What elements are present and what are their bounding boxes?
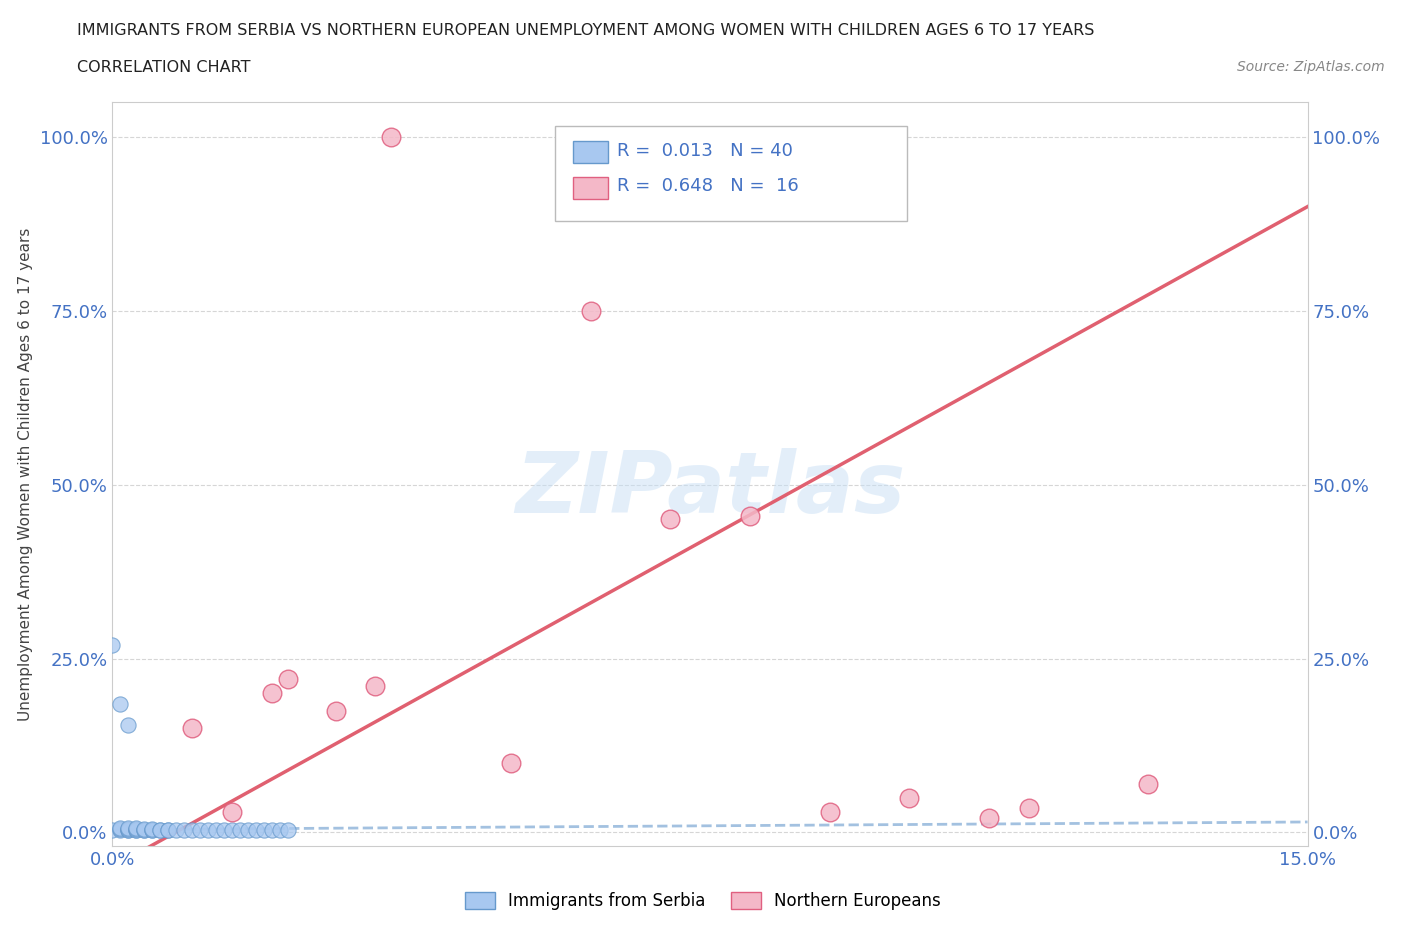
Point <box>125 821 148 836</box>
Y-axis label: Unemployment Among Women with Children Ages 6 to 17 years: Unemployment Among Women with Children A… <box>18 228 32 721</box>
Point <box>380 129 402 144</box>
Point <box>1018 801 1040 816</box>
Point <box>134 823 156 838</box>
Point <box>125 821 148 836</box>
Text: IMMIGRANTS FROM SERBIA VS NORTHERN EUROPEAN UNEMPLOYMENT AMONG WOMEN WITH CHILDR: IMMIGRANTS FROM SERBIA VS NORTHERN EUROP… <box>77 23 1095 38</box>
Point <box>157 823 180 838</box>
Point <box>499 755 522 770</box>
Point <box>364 679 387 694</box>
Point <box>253 822 276 837</box>
Point <box>173 822 195 837</box>
Text: Source: ZipAtlas.com: Source: ZipAtlas.com <box>1237 60 1385 74</box>
Point <box>157 822 180 837</box>
Point <box>579 303 602 318</box>
Point <box>110 822 132 837</box>
Text: R =  0.648   N =  16: R = 0.648 N = 16 <box>617 178 799 195</box>
Point <box>1137 777 1160 791</box>
FancyBboxPatch shape <box>572 141 609 164</box>
Point <box>125 823 148 838</box>
Point <box>205 823 228 838</box>
Point <box>110 821 132 836</box>
Point <box>212 822 235 837</box>
Legend: Immigrants from Serbia, Northern Europeans: Immigrants from Serbia, Northern Europea… <box>458 885 948 917</box>
Point <box>277 823 299 838</box>
Point <box>197 822 219 837</box>
Point <box>277 672 299 687</box>
FancyBboxPatch shape <box>572 177 609 199</box>
Point <box>269 822 291 837</box>
Point <box>110 821 132 836</box>
Point <box>117 821 139 836</box>
Point <box>101 637 124 652</box>
Point <box>236 822 259 837</box>
Point <box>101 822 124 837</box>
Point <box>117 717 139 732</box>
Point <box>181 823 204 838</box>
Point <box>134 822 156 837</box>
Point <box>738 509 761 524</box>
Point <box>221 822 243 837</box>
Point <box>125 822 148 837</box>
Point <box>188 822 211 837</box>
Point <box>221 804 243 819</box>
Point <box>141 823 163 838</box>
Point <box>117 822 139 837</box>
Point <box>117 823 139 838</box>
Text: ZIPatlas: ZIPatlas <box>515 447 905 531</box>
Point <box>117 821 139 836</box>
Point <box>260 823 283 838</box>
Point <box>110 697 132 711</box>
Point <box>165 823 187 838</box>
Point <box>659 512 682 527</box>
Point <box>141 821 163 836</box>
FancyBboxPatch shape <box>554 126 907 221</box>
Point <box>818 804 841 819</box>
Point <box>229 823 252 838</box>
Point <box>141 822 163 837</box>
Point <box>149 822 172 837</box>
Point <box>898 790 921 805</box>
Point <box>181 721 204 736</box>
Point <box>977 811 1000 826</box>
Point <box>149 823 172 838</box>
Point <box>134 821 156 836</box>
Point <box>325 703 347 718</box>
Point <box>260 686 283 701</box>
Point <box>245 823 267 838</box>
Text: R =  0.013   N = 40: R = 0.013 N = 40 <box>617 141 793 160</box>
Text: CORRELATION CHART: CORRELATION CHART <box>77 60 250 75</box>
